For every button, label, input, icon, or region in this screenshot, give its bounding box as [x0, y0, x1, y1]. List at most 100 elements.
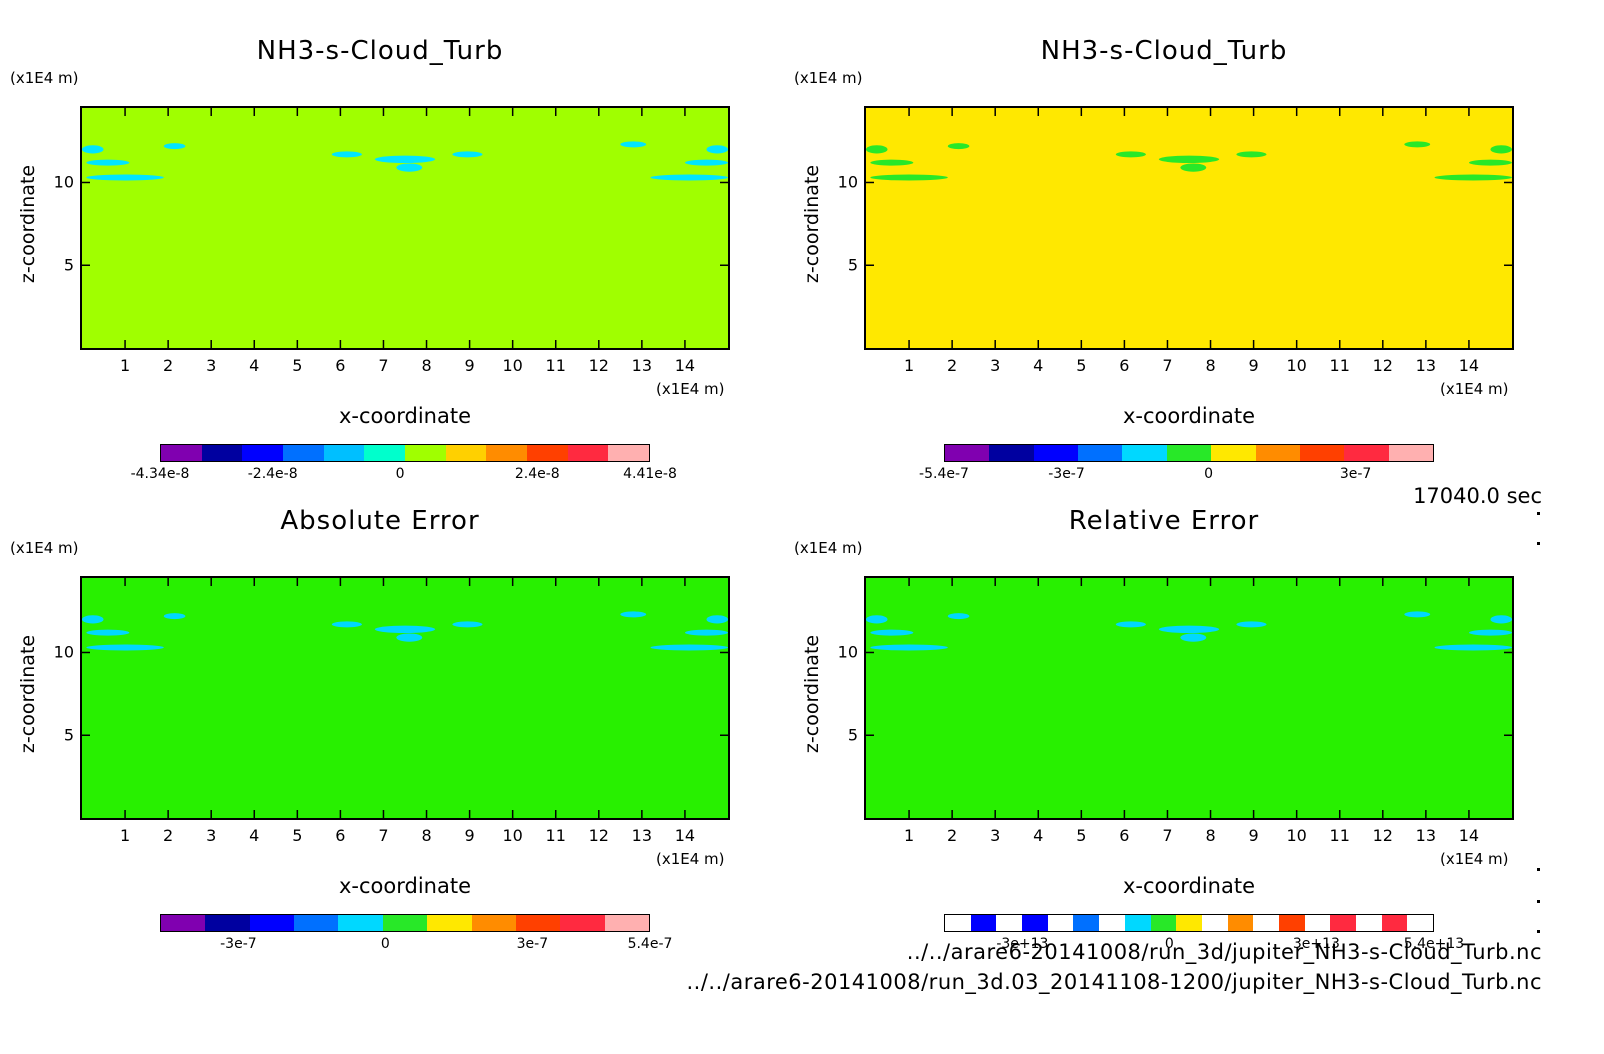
panel-title: Relative Error	[1068, 506, 1260, 536]
x-tick-label: 14	[1458, 356, 1480, 375]
colorbar-segment	[1099, 915, 1125, 931]
field-patch	[1404, 611, 1431, 618]
heatmap-background	[82, 578, 728, 818]
colorbar-segment	[1176, 915, 1202, 931]
plot-area	[80, 106, 730, 350]
marker-dot	[1537, 512, 1540, 515]
x-tick-label: 2	[947, 826, 958, 845]
panel-title: NH3-s-Cloud_Turb	[256, 36, 504, 66]
x-tick-label: 1	[119, 356, 131, 375]
heatmap-svg	[82, 578, 728, 818]
heatmap-background	[82, 108, 728, 348]
field-patch	[1468, 629, 1512, 636]
x-tick-label: 5	[292, 826, 303, 845]
field-patch	[1490, 145, 1512, 154]
x-tick-label: 10	[1286, 826, 1307, 845]
field-patch	[163, 613, 186, 620]
colorbar-segment	[323, 445, 365, 461]
colorbar-tick-label: 5.4e+13	[1403, 936, 1465, 952]
field-patch	[86, 159, 130, 166]
colorbar-segment	[1407, 915, 1434, 931]
colorbar-segment	[1078, 445, 1123, 461]
x-tick-label: 8	[1205, 356, 1216, 375]
colorbar-segment	[242, 445, 284, 461]
colorbar-tick-label: -3e+13	[996, 936, 1049, 952]
colorbar-segment	[1388, 445, 1433, 461]
colorbar-segment	[515, 915, 561, 931]
field-patch	[947, 143, 970, 150]
marker-dot	[1537, 900, 1540, 903]
y-tick-label: 10	[53, 642, 74, 662]
field-patch	[396, 163, 423, 172]
colorbar-tick-label: -3e-7	[1048, 466, 1085, 482]
field-patch	[866, 145, 888, 154]
colorbar-segment	[945, 915, 971, 931]
field-patch	[684, 159, 728, 166]
colorbar	[160, 444, 650, 462]
colorbar-segment	[486, 445, 528, 461]
y-tick-label: 10	[837, 172, 858, 192]
y-tick-label: 5	[847, 255, 858, 275]
colorbar-segment	[1022, 915, 1048, 931]
colorbar-segment	[1166, 445, 1212, 461]
x-tick-labels: 1 2 3 4 5 6 7 8 9 10 11 12 13 14	[80, 356, 730, 376]
x-tick-label: 9	[464, 826, 475, 845]
colorbar-segment	[1344, 445, 1389, 461]
field-patch	[374, 155, 436, 164]
colorbar-segment	[471, 915, 516, 931]
x-tick-label: 1	[903, 356, 915, 375]
x-tick-label: 14	[674, 826, 696, 845]
colorbar-tick-label: 0	[1164, 936, 1174, 952]
x-tick-label: 2	[163, 826, 174, 845]
colorbar-segment	[1122, 445, 1167, 461]
colorbar-labels: -4.34e-8 -2.4e-8 0 2.4e-8 4.41e-8	[131, 466, 677, 484]
field-patch	[684, 629, 728, 636]
x-tick-label: 13	[631, 826, 653, 845]
y-tick-labels: 5 10	[814, 576, 858, 820]
colorbar-segment	[567, 445, 609, 461]
y-unit-label: (x1E4 m)	[10, 69, 79, 87]
colorbar-segment	[1201, 915, 1228, 931]
field-patch	[706, 615, 728, 624]
field-patch	[1180, 633, 1207, 642]
colorbar-segment	[382, 915, 428, 931]
x-tick-label: 12	[1372, 356, 1393, 375]
x-unit-label: (x1E4 m)	[1440, 380, 1509, 398]
field-patch	[1180, 163, 1207, 172]
colorbar-segment	[604, 915, 649, 931]
x-tick-label: 6	[335, 356, 346, 375]
field-patch	[82, 145, 104, 154]
colorbar-tick-label: 0	[380, 936, 390, 952]
field-patch	[947, 613, 970, 620]
x-tick-label: 7	[1162, 826, 1173, 845]
colorbar-segment	[560, 915, 605, 931]
x-tick-label: 7	[378, 826, 389, 845]
colorbar-tick-label: -4.34e-8	[130, 466, 190, 482]
colorbar-segment	[427, 915, 472, 931]
field-patch	[396, 633, 423, 642]
field-patch	[331, 621, 362, 628]
x-tick-label: 11	[545, 356, 566, 375]
colorbar-segment	[445, 445, 487, 461]
field-patch	[82, 615, 104, 624]
panel-1: NH3-s-Cloud_Turb (x1E4 m) z-coordinate 1…	[0, 14, 760, 484]
time-label: 17040.0 sec	[1413, 484, 1542, 508]
heatmap-background	[866, 108, 1512, 348]
x-tick-labels: 1 2 3 4 5 6 7 8 9 10 11 12 13 14	[80, 826, 730, 846]
field-patch	[706, 145, 728, 154]
y-tick-labels: 5 10	[814, 106, 858, 350]
colorbar-segment	[1330, 915, 1356, 931]
x-tick-label: 3	[990, 826, 1001, 845]
x-unit-label: (x1E4 m)	[656, 380, 725, 398]
field-patch	[1236, 151, 1267, 158]
field-patch	[1236, 621, 1267, 628]
colorbar-segment	[945, 445, 990, 461]
marker-dot	[1537, 868, 1540, 871]
x-tick-label: 9	[1248, 356, 1259, 375]
y-tick-label: 10	[53, 172, 74, 192]
x-unit-label: (x1E4 m)	[656, 850, 725, 868]
x-tick-label: 5	[1076, 826, 1087, 845]
x-tick-label: 3	[206, 356, 217, 375]
field-patch	[86, 629, 130, 636]
